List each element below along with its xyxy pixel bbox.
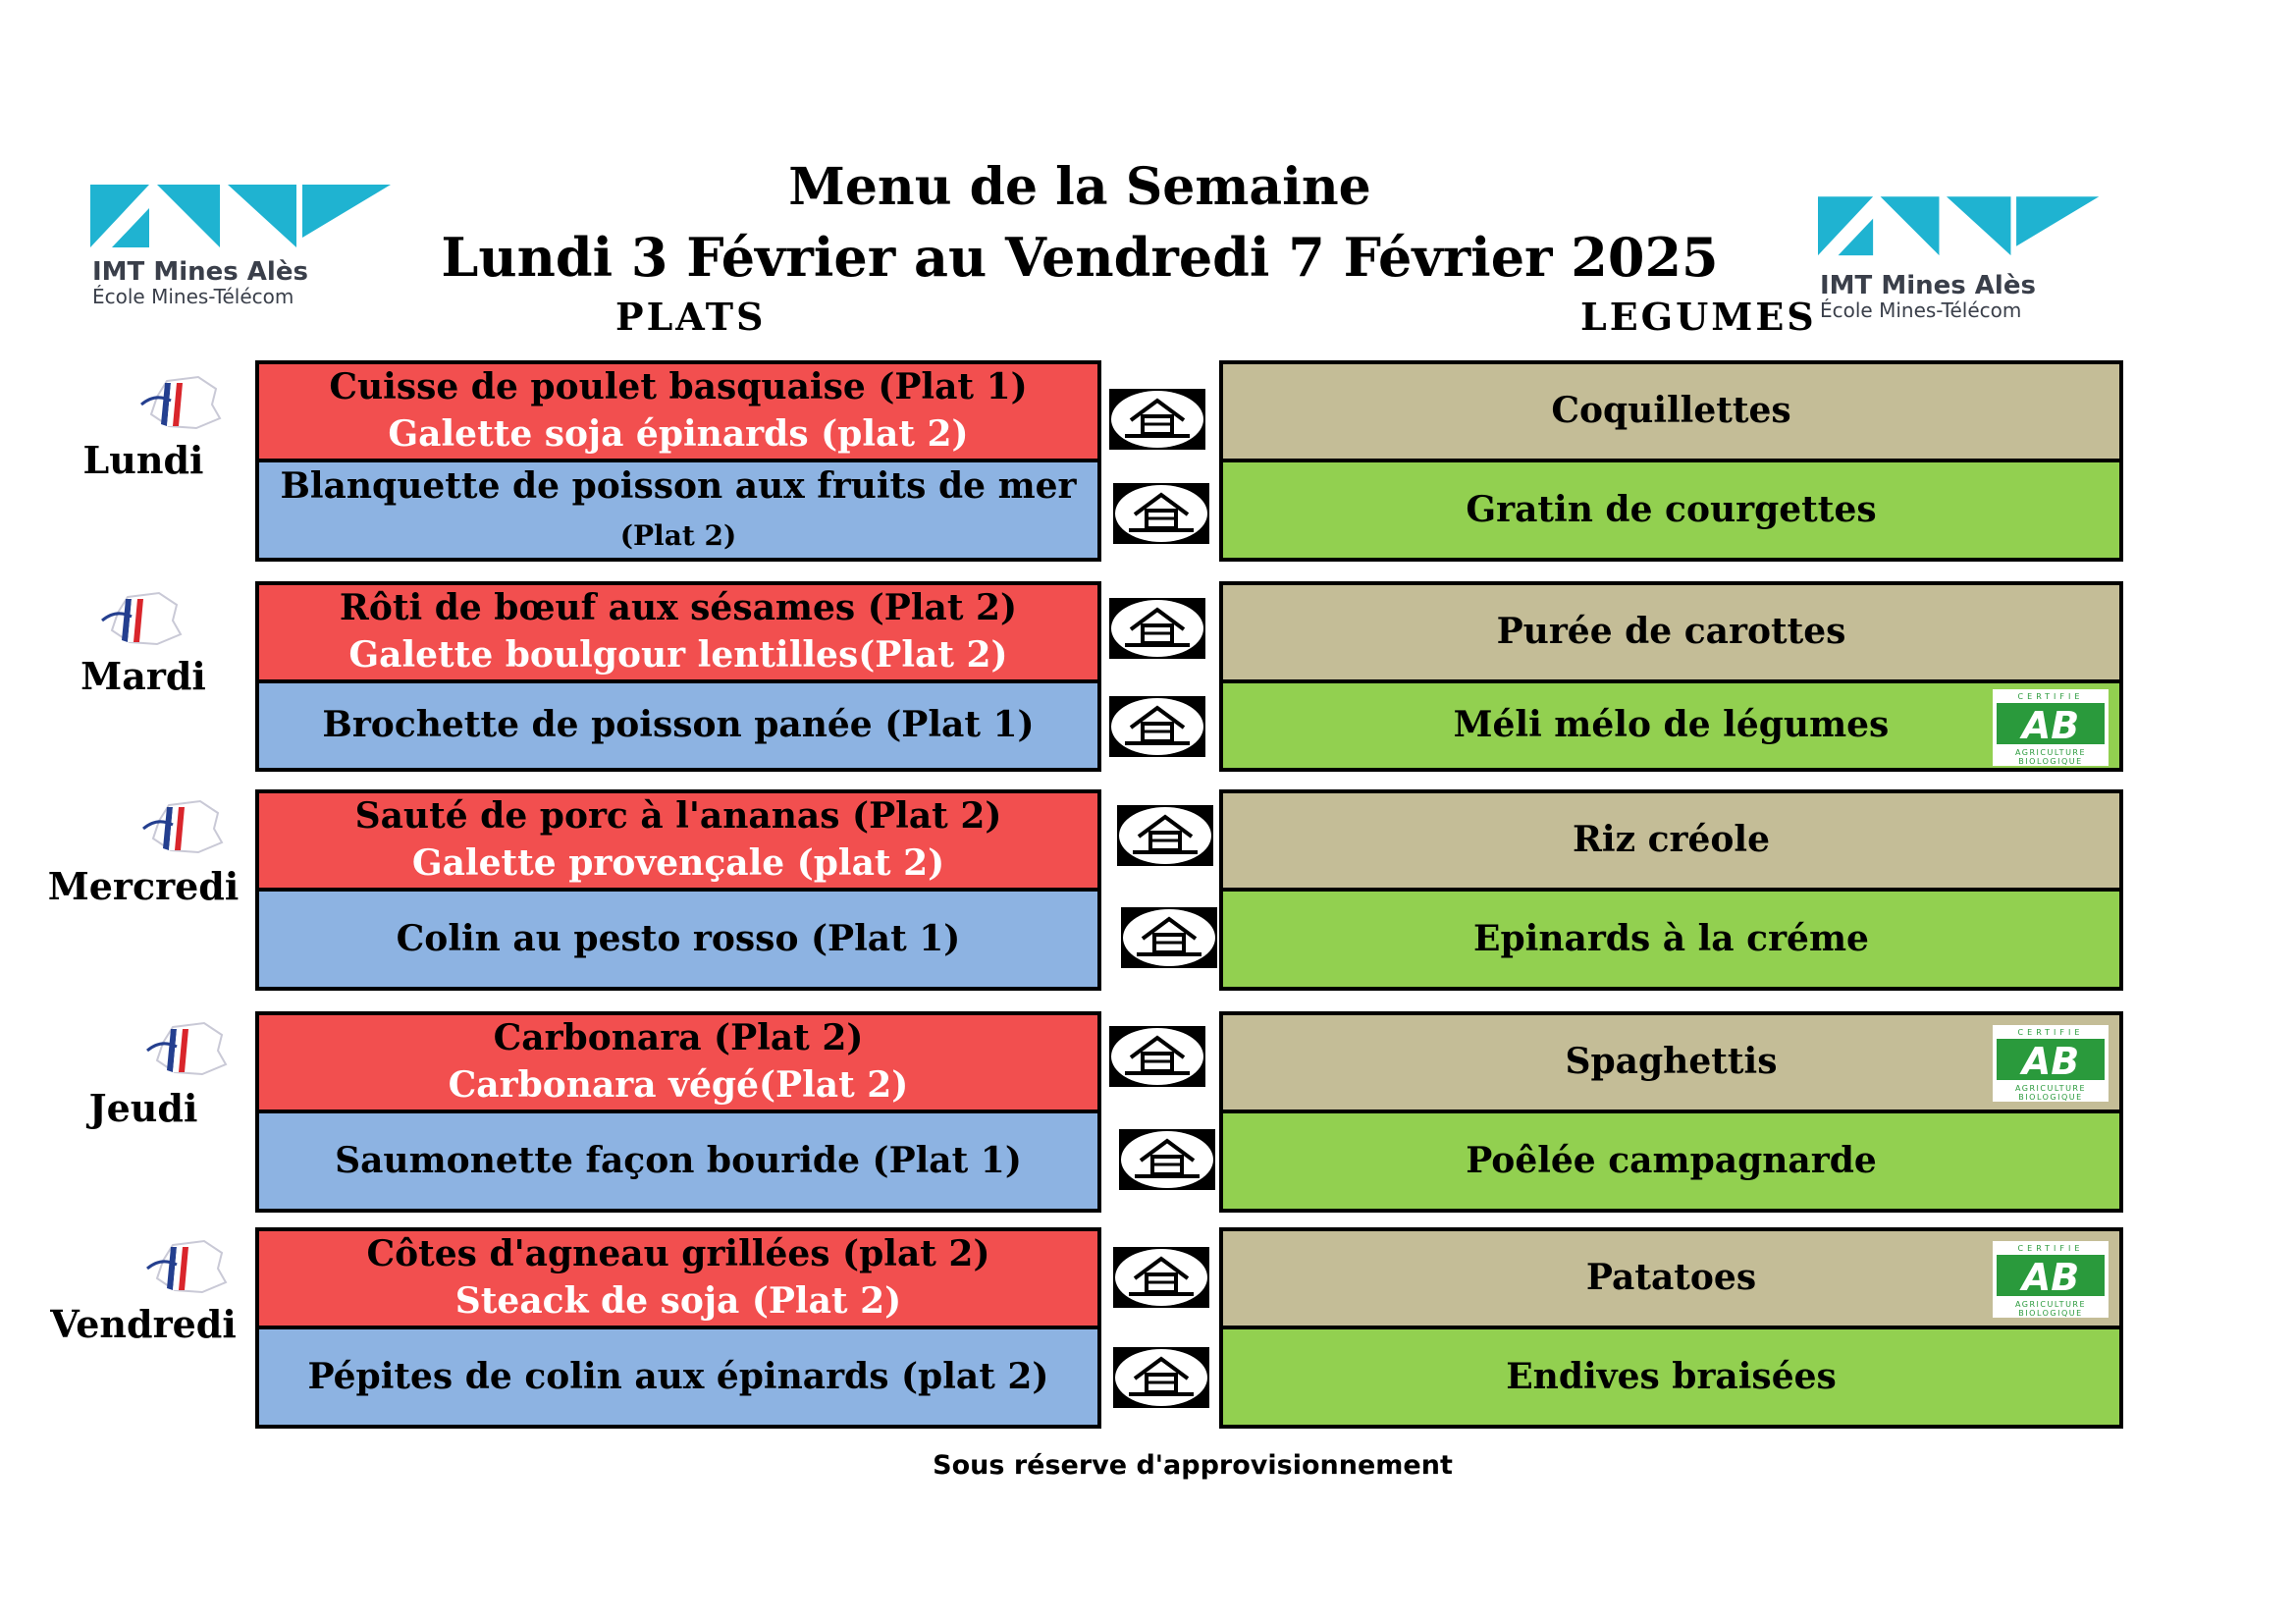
plat2-main: Saumonette façon bouride (Plat 1) [335,1139,1022,1181]
legume1-box: Purée de carottes [1219,581,2123,683]
legume2-text: Poêlée campagnarde [1466,1139,1877,1181]
plat1-box: Rôti de bœuf aux sésames (Plat 2) Galett… [255,581,1101,683]
legume2-box: Endives braisées [1219,1326,2123,1429]
viande-francaise-badge [143,1021,241,1076]
imt-logo-mark-icon [90,185,391,247]
ab-logo-icon: CERTIFIE AB AGRICULTURE BIOLOGIQUE [1993,689,2109,766]
plat2-box: Pépites de colin aux épinards (plat 2) [255,1326,1101,1429]
logo-brand-text: IMT Mines Alès [92,257,308,287]
plat1-box: Cuisse de poulet basquaise (Plat 1) Gale… [255,360,1101,462]
svg-text:AGRICULTURE: AGRICULTURE [2015,1300,2086,1309]
plat2-box: Colin au pesto rosso (Plat 1) [255,888,1101,991]
svg-text:AGRICULTURE: AGRICULTURE [2015,748,2086,757]
plat2-box: Brochette de poisson panée (Plat 1) [255,679,1101,772]
fait-maison-icon [1113,1247,1209,1308]
fait-maison-icon [1109,696,1205,757]
plat2-box: Saumonette façon bouride (Plat 1) [255,1110,1101,1213]
plat1-box: Carbonara (Plat 2) Carbonara végé(Plat 2… [255,1011,1101,1113]
svg-text:AB: AB [2019,1040,2079,1083]
svg-text:BIOLOGIQUE: BIOLOGIQUE [2018,757,2082,766]
plat2-tag: (Plat 2) [619,518,737,552]
legume2-text: Méli mélo de légumes [1453,704,1890,746]
fait-maison-icon [1109,389,1205,450]
legume2-box: Epinards à la créme [1219,888,2123,991]
agriculture-biologique-badge: CERTIFIE AB AGRICULTURE BIOLOGIQUE [1993,689,2109,766]
ab-logo-icon: CERTIFIE AB AGRICULTURE BIOLOGIQUE [1993,1025,2109,1102]
legume1-box: Spaghettis [1219,1011,2123,1113]
legume2-text: Epinards à la créme [1473,917,1869,959]
plat2-main: Colin au pesto rosso (Plat 1) [396,917,961,959]
viande-francaise-badge [143,1239,241,1294]
svg-text:BIOLOGIQUE: BIOLOGIQUE [2018,1093,2082,1102]
plat2-line: Blanquette de poisson aux fruits de mer … [259,463,1097,557]
day-label-lundi: Lundi [82,438,204,482]
svg-text:CERTIFIE: CERTIFIE [2018,1028,2084,1037]
legume1-text: Spaghettis [1565,1041,1778,1083]
imt-logo-left: IMT Mines Alès École Mines-Télécom [90,179,395,316]
imt-logo-mark-icon [1818,196,2100,256]
plat2-main: Blanquette de poisson aux fruits de mer [280,464,1077,507]
plat1-line1: Carbonara (Plat 2) [493,1017,864,1059]
logo-brand-text: IMT Mines Alès [1820,271,2036,300]
legume2-box: Méli mélo de légumes [1219,679,2123,772]
svg-text:BIOLOGIQUE: BIOLOGIQUE [2018,1309,2082,1318]
legume2-text: Endives braisées [1506,1355,1837,1397]
plat1-box: Sauté de porc à l'ananas (Plat 2) Galett… [255,789,1101,892]
fait-maison-icon [1119,1129,1215,1190]
legume2-box: Gratin de courgettes [1219,459,2123,562]
day-label-mardi: Mardi [80,654,206,698]
viande-francaise-badge [98,591,196,646]
plat1-box: Côtes d'agneau grillées (plat 2) Steack … [255,1227,1101,1329]
plat2-box: Blanquette de poisson aux fruits de mer … [255,459,1101,562]
fait-maison-icon [1109,1026,1205,1087]
legume2-box: Poêlée campagnarde [1219,1110,2123,1213]
svg-text:AB: AB [2019,704,2079,747]
plat1-line2: Galette soja épinards (plat 2) [388,413,969,455]
plat1-line2: Galette boulgour lentilles(Plat 2) [348,634,1008,676]
legume1-box: Patatoes [1219,1227,2123,1329]
logo-sub-text: École Mines-Télécom [1820,298,2022,322]
plat1-line1: Sauté de porc à l'ananas (Plat 2) [354,795,1002,838]
agriculture-biologique-badge: CERTIFIE AB AGRICULTURE BIOLOGIQUE [1993,1025,2109,1102]
plat1-line1: Côtes d'agneau grillées (plat 2) [366,1233,990,1275]
svg-text:AGRICULTURE: AGRICULTURE [2015,1084,2086,1093]
viande-francaise-badge [139,799,238,854]
plat1-line2: Carbonara végé(Plat 2) [448,1064,909,1106]
page-title: Menu de la Semaine [788,157,1371,217]
plat1-line1: Rôti de bœuf aux sésames (Plat 2) [339,587,1018,629]
column-header-legumes: LEGUMES [1580,295,1817,339]
fait-maison-icon [1113,1347,1209,1408]
imt-logo-right: IMT Mines Alès École Mines-Télécom [1818,189,2122,326]
fait-maison-icon [1113,483,1209,544]
legume2-text: Gratin de courgettes [1466,488,1877,530]
fait-maison-icon [1121,907,1217,968]
legume1-box: Riz créole [1219,789,2123,892]
viande-francaise-badge [137,375,236,430]
svg-text:AB: AB [2019,1256,2079,1299]
fait-maison-icon [1109,598,1205,659]
day-label-mercredi: Mercredi [47,864,240,908]
plat1-line2: Galette provençale (plat 2) [411,842,945,884]
legume1-text: Riz créole [1573,819,1770,861]
plat2-main: Pépites de colin aux épinards (plat 2) [307,1355,1049,1397]
plat1-line1: Cuisse de poulet basquaise (Plat 1) [329,366,1028,408]
column-header-plats: PLATS [615,295,767,339]
day-label-vendredi: Vendredi [50,1302,237,1346]
footer-note: Sous réserve d'approvisionnement [933,1450,1453,1481]
plat1-line2: Steack de soja (Plat 2) [454,1280,902,1322]
legume1-text: Purée de carottes [1496,611,1846,653]
svg-text:CERTIFIE: CERTIFIE [2018,692,2084,701]
legume1-text: Patatoes [1585,1257,1757,1299]
logo-sub-text: École Mines-Télécom [92,285,294,308]
plat2-main: Brochette de poisson panée (Plat 1) [322,704,1035,746]
svg-text:CERTIFIE: CERTIFIE [2018,1244,2084,1253]
legume1-box: Coquillettes [1219,360,2123,462]
ab-logo-icon: CERTIFIE AB AGRICULTURE BIOLOGIQUE [1993,1241,2109,1318]
fait-maison-icon [1117,805,1213,866]
agriculture-biologique-badge: CERTIFIE AB AGRICULTURE BIOLOGIQUE [1993,1241,2109,1318]
page-subtitle-dates: Lundi 3 Février au Vendredi 7 Février 20… [441,226,1719,289]
legume1-text: Coquillettes [1551,390,1791,432]
day-label-jeudi: Jeudi [88,1086,198,1130]
